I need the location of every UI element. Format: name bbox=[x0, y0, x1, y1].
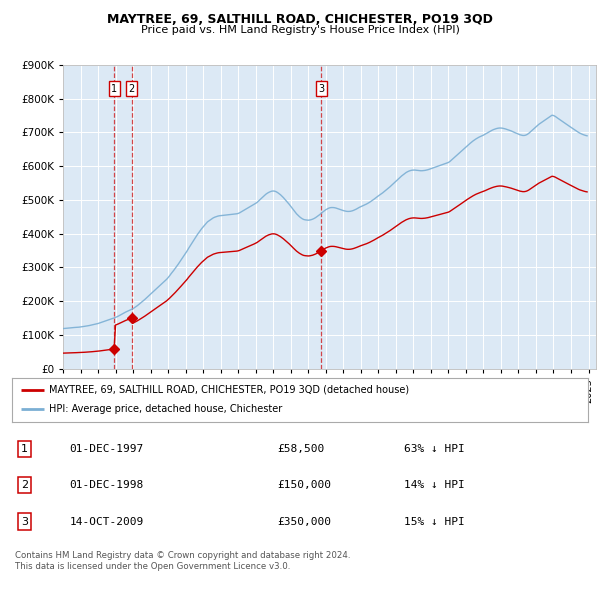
Text: 2: 2 bbox=[21, 480, 28, 490]
Text: Contains HM Land Registry data © Crown copyright and database right 2024.: Contains HM Land Registry data © Crown c… bbox=[15, 551, 350, 560]
Text: 63% ↓ HPI: 63% ↓ HPI bbox=[404, 444, 464, 454]
Text: 01-DEC-1997: 01-DEC-1997 bbox=[70, 444, 144, 454]
Text: HPI: Average price, detached house, Chichester: HPI: Average price, detached house, Chic… bbox=[49, 405, 283, 414]
Text: 14-OCT-2009: 14-OCT-2009 bbox=[70, 517, 144, 526]
Text: 15% ↓ HPI: 15% ↓ HPI bbox=[404, 517, 464, 526]
Text: Price paid vs. HM Land Registry's House Price Index (HPI): Price paid vs. HM Land Registry's House … bbox=[140, 25, 460, 35]
Text: £58,500: £58,500 bbox=[277, 444, 324, 454]
Text: 2: 2 bbox=[128, 84, 135, 94]
Text: MAYTREE, 69, SALTHILL ROAD, CHICHESTER, PO19 3QD (detached house): MAYTREE, 69, SALTHILL ROAD, CHICHESTER, … bbox=[49, 385, 410, 395]
Text: MAYTREE, 69, SALTHILL ROAD, CHICHESTER, PO19 3QD: MAYTREE, 69, SALTHILL ROAD, CHICHESTER, … bbox=[107, 13, 493, 26]
Text: 3: 3 bbox=[21, 517, 28, 526]
Text: 14% ↓ HPI: 14% ↓ HPI bbox=[404, 480, 464, 490]
Text: £150,000: £150,000 bbox=[277, 480, 331, 490]
Text: 1: 1 bbox=[21, 444, 28, 454]
Text: 1: 1 bbox=[111, 84, 117, 94]
Text: 01-DEC-1998: 01-DEC-1998 bbox=[70, 480, 144, 490]
Text: 3: 3 bbox=[319, 84, 325, 94]
Text: This data is licensed under the Open Government Licence v3.0.: This data is licensed under the Open Gov… bbox=[15, 562, 290, 571]
Text: £350,000: £350,000 bbox=[277, 517, 331, 526]
